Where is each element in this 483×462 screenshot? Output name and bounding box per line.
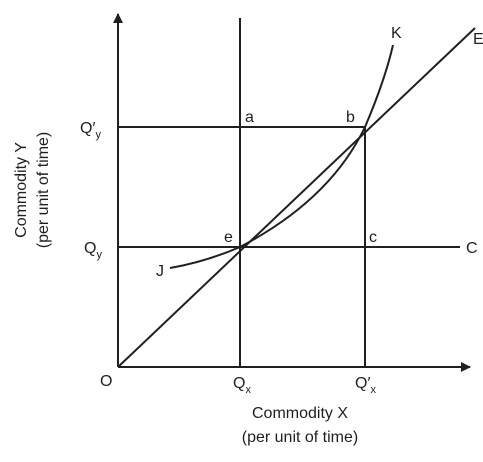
- y-axis-label: Commodity Y: [13, 142, 30, 238]
- curve-jk: [169, 44, 394, 269]
- point-label: a: [245, 109, 254, 126]
- x-axis-label: Commodity X: [252, 405, 348, 422]
- point-label: e: [224, 229, 233, 246]
- origin-label: O: [100, 373, 112, 390]
- curve-label: K: [391, 25, 402, 42]
- curve-label: C: [466, 240, 478, 257]
- point-label: b: [346, 109, 355, 126]
- tick-label: Q′x: [355, 375, 376, 396]
- tick-label: Qx: [233, 375, 251, 396]
- curve-label: E: [473, 31, 483, 48]
- tick-label: Qy: [84, 240, 102, 261]
- line-e: [117, 27, 476, 368]
- x-axis-label: (per unit of time): [242, 429, 358, 446]
- tick-label: Q′y: [80, 120, 101, 141]
- point-label: c: [369, 229, 377, 246]
- y-axis-label: (per unit of time): [35, 132, 52, 248]
- curve-label: J: [156, 263, 164, 280]
